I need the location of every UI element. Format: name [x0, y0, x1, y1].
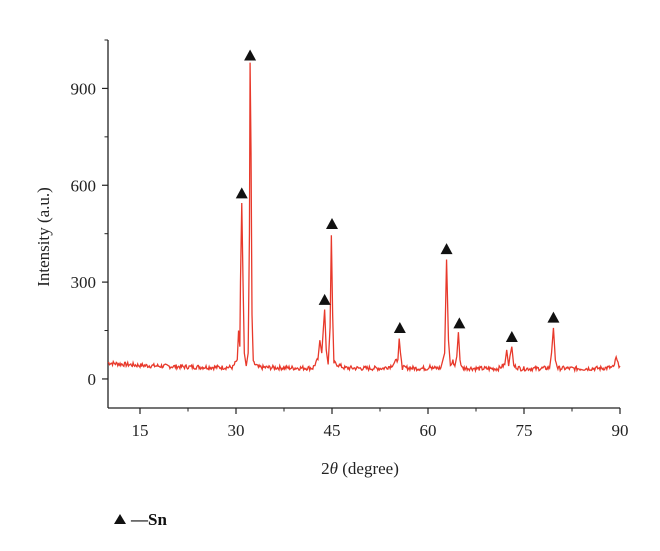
peak-marker-triangle [235, 187, 248, 199]
peak-marker-triangle [505, 330, 518, 342]
y-axis-ticks: 0 300 600 900 [71, 39, 108, 389]
x-tick-label: 30 [228, 421, 245, 440]
xrd-series-line [107, 62, 621, 374]
plot-axes [107, 40, 620, 409]
x-axis-ticks: 15 30 45 60 75 90 [132, 408, 629, 440]
y-tick-label: 900 [71, 79, 97, 98]
x-tick-label: 75 [516, 421, 533, 440]
peak-marker-triangle [326, 218, 338, 229]
peak-marker-triangle [453, 317, 466, 329]
legend: —Sn [114, 510, 167, 529]
legend-label: —Sn [130, 510, 167, 529]
y-tick-label: 600 [71, 176, 97, 195]
peak-marker-triangle [244, 49, 257, 61]
x-tick-label: 45 [324, 421, 341, 440]
y-tick-label: 300 [71, 273, 97, 292]
x-tick-label: 90 [612, 421, 629, 440]
y-tick-label: 0 [88, 370, 97, 389]
y-axis-title: Intensity (a.u.) [34, 187, 53, 287]
legend-triangle-marker [114, 514, 126, 524]
peak-marker-triangle [440, 243, 453, 255]
peak-marker-triangle [318, 293, 331, 305]
x-tick-label: 15 [132, 421, 149, 440]
x-axis-title: 2θ (degree) [321, 459, 399, 478]
x-tick-label: 60 [420, 421, 437, 440]
peak-marker-triangle [393, 321, 406, 333]
peak-markers [235, 49, 560, 342]
peak-marker-triangle [547, 311, 560, 323]
